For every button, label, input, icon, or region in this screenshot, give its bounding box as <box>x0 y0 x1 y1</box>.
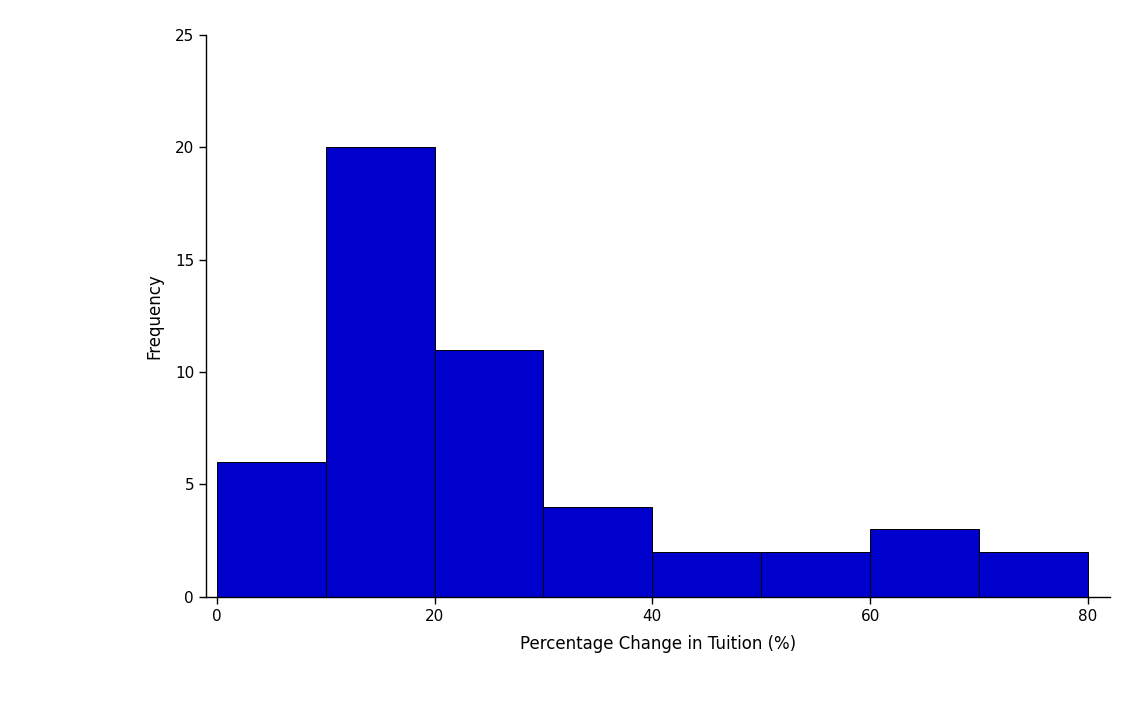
Bar <box>217 462 326 597</box>
Y-axis label: Frequency: Frequency <box>145 273 164 359</box>
Bar <box>979 552 1088 597</box>
X-axis label: Percentage Change in Tuition (%): Percentage Change in Tuition (%) <box>519 635 796 653</box>
Bar <box>652 552 761 597</box>
Bar <box>543 507 652 597</box>
Bar <box>761 552 871 597</box>
Bar <box>435 350 543 597</box>
Bar <box>871 529 979 597</box>
Bar <box>326 147 435 597</box>
